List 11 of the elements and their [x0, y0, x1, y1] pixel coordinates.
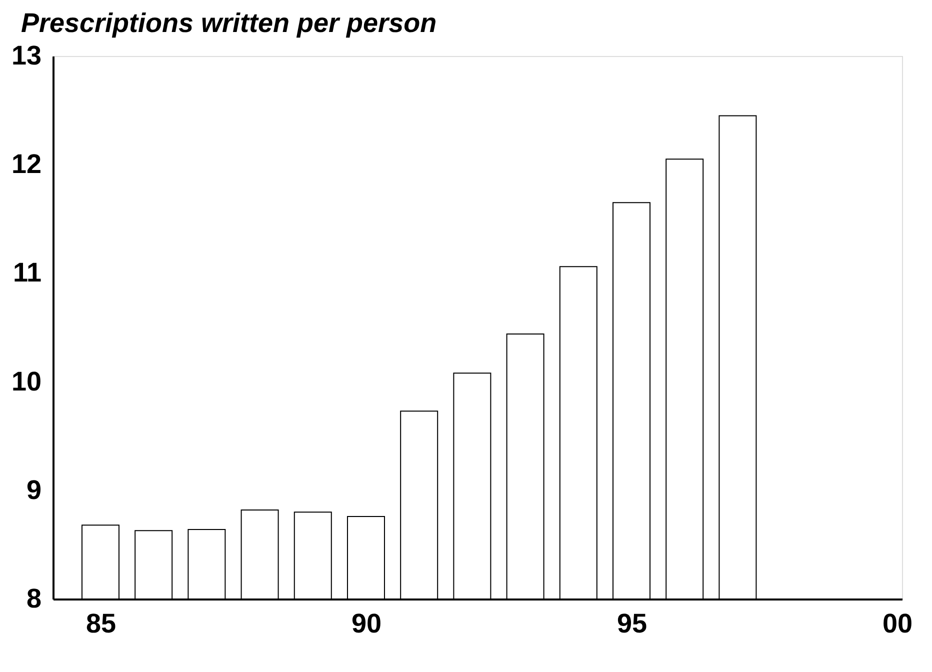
y-tick-label: 11 [12, 258, 42, 288]
y-tick-label: 13 [11, 40, 42, 70]
y-tick-label: 8 [26, 584, 42, 614]
x-tick-label: 90 [351, 608, 382, 638]
x-tick-label: 95 [616, 608, 648, 638]
x-tick-label: 85 [86, 608, 116, 638]
chart-title: Prescriptions written per person [20, 8, 437, 38]
x-tick-label: 00 [882, 608, 913, 638]
y-tick-label: 9 [26, 474, 42, 505]
y-tick-label: 12 [11, 149, 42, 180]
y-tick-label: 10 [11, 366, 42, 396]
